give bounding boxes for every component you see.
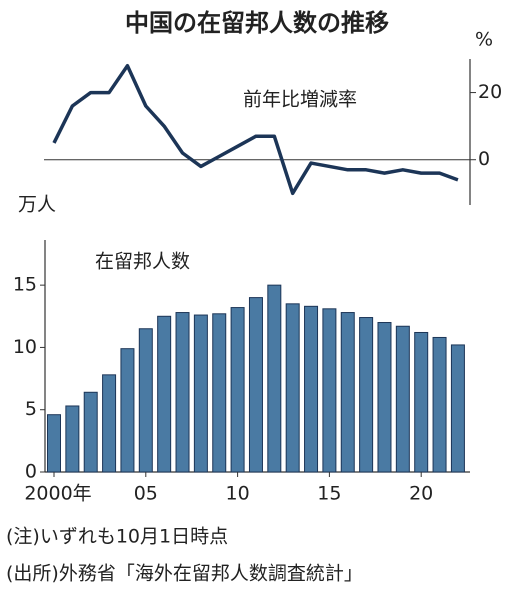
- bar: [193, 314, 208, 473]
- panel-title: 在留邦人数: [95, 251, 190, 273]
- unit-label: 万人: [18, 194, 56, 216]
- bar: [212, 313, 227, 473]
- x-tick-label: 15: [317, 483, 341, 505]
- x-tick-label: 10: [226, 483, 250, 505]
- x-tick-label: 20: [409, 483, 433, 505]
- note: (注)いずれも10月1日時点: [6, 526, 228, 548]
- y-tick-label: 10: [13, 336, 37, 358]
- x-tick-label: 2000年: [24, 483, 91, 505]
- y-tick-label: 20: [478, 81, 502, 103]
- y-tick-label: 5: [25, 398, 37, 420]
- bar: [432, 336, 447, 473]
- unit-label: %: [475, 29, 493, 51]
- bar: [47, 414, 61, 473]
- bar: [65, 405, 80, 473]
- panel-title: 前年比増減率: [243, 89, 357, 111]
- bar: [395, 325, 410, 473]
- bar: [450, 344, 465, 473]
- line-series: [52, 63, 459, 196]
- bar: [285, 303, 300, 473]
- bar: [102, 374, 117, 473]
- bar: [138, 328, 153, 473]
- bar: [120, 348, 135, 473]
- bar: [83, 391, 98, 473]
- y-tick-label: 0: [478, 148, 490, 170]
- bar: [304, 305, 319, 473]
- bar: [267, 284, 282, 473]
- bar: [157, 315, 172, 473]
- y-tick-label: 0: [25, 461, 37, 483]
- y-tick-label: 15: [13, 274, 37, 296]
- bar: [359, 317, 374, 473]
- x-tick-label: 05: [134, 483, 158, 505]
- bar: [322, 308, 337, 473]
- bar: [414, 331, 429, 473]
- chart-title: 中国の在留邦人数の推移: [125, 9, 389, 37]
- bar: [377, 322, 392, 473]
- bar: [340, 312, 355, 473]
- note: (出所)外務省「海外在留邦人数調査統計」: [6, 563, 363, 585]
- bar: [248, 297, 263, 473]
- bar: [175, 312, 190, 473]
- bar: [230, 307, 245, 473]
